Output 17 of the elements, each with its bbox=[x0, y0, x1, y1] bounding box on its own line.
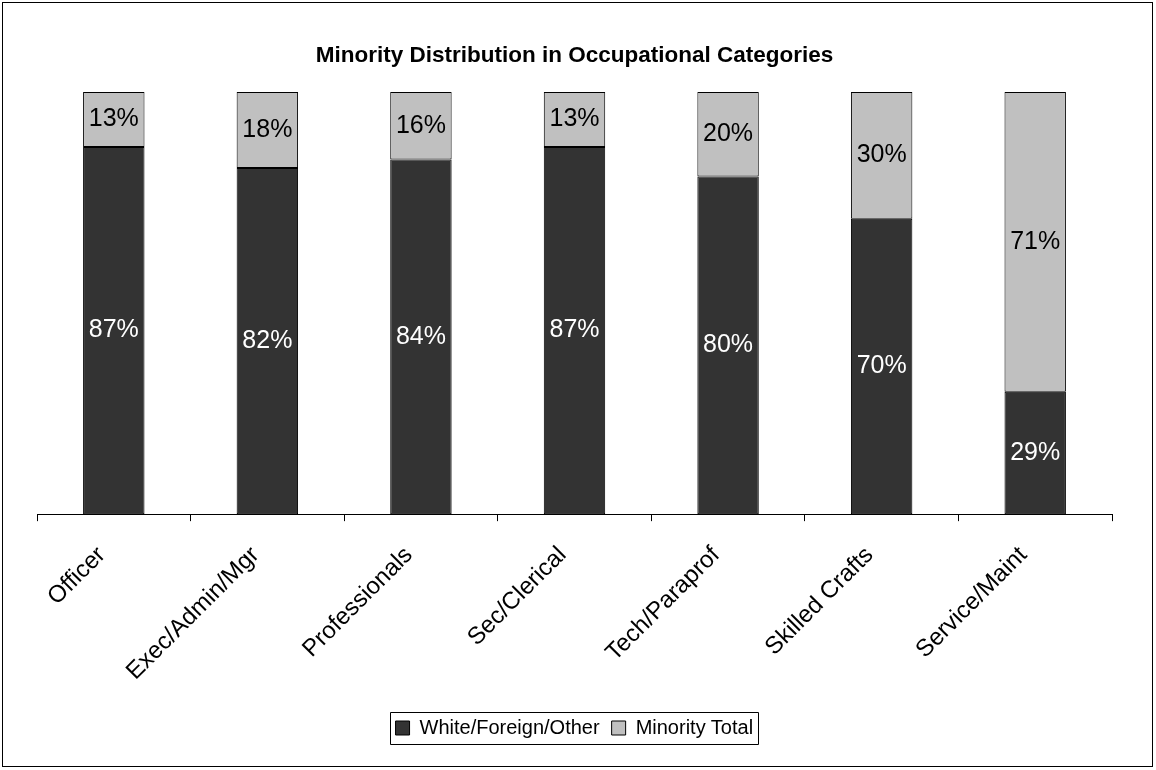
data-label: 13% bbox=[88, 103, 139, 132]
data-label: 87% bbox=[88, 314, 139, 343]
data-label: 18% bbox=[242, 113, 293, 142]
data-label: 84% bbox=[395, 320, 446, 349]
data-label: 20% bbox=[703, 118, 754, 147]
data-label: 29% bbox=[1010, 436, 1061, 465]
data-label: 16% bbox=[395, 109, 446, 138]
data-label: 71% bbox=[1010, 225, 1061, 254]
chart-title: Minority Distribution in Occupational Categories bbox=[315, 41, 834, 67]
data-label: 70% bbox=[856, 350, 907, 379]
data-label: 82% bbox=[242, 324, 293, 353]
legend-label: White/Foreign/Other bbox=[419, 715, 600, 738]
data-label: 30% bbox=[856, 139, 907, 168]
data-label: 87% bbox=[549, 314, 600, 343]
data-label: 80% bbox=[703, 329, 754, 358]
legend-label: Minority Total bbox=[635, 715, 754, 738]
data-label: 13% bbox=[549, 103, 600, 132]
